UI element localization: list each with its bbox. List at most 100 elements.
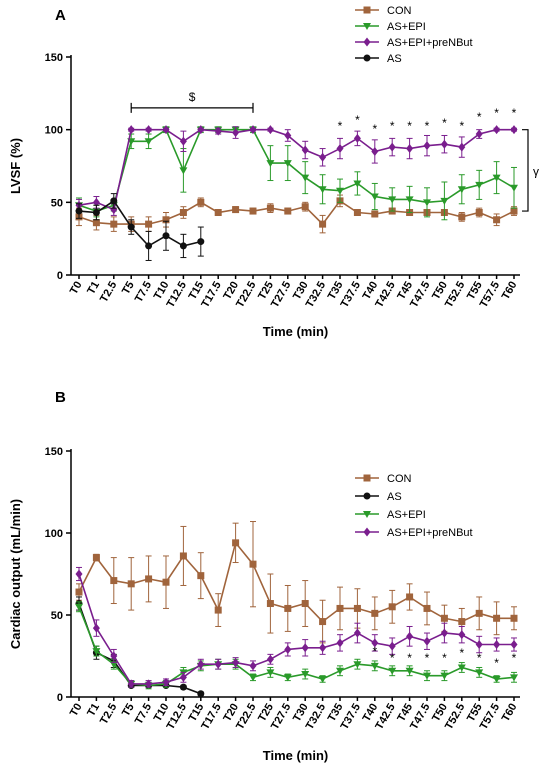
significance-star: * bbox=[407, 119, 412, 133]
y-axis-title: LVSF (%) bbox=[8, 138, 23, 194]
significance-star: * bbox=[425, 119, 430, 133]
data-point bbox=[92, 623, 100, 633]
x-tick-label: T0 bbox=[68, 702, 85, 719]
data-point bbox=[510, 614, 518, 622]
data-point bbox=[162, 232, 170, 240]
data-point bbox=[440, 197, 449, 205]
data-point bbox=[179, 136, 187, 146]
data-point bbox=[266, 654, 274, 664]
x-tick-label: T1 bbox=[85, 280, 102, 297]
data-point bbox=[458, 618, 466, 626]
series-as-epi-prenbut bbox=[75, 566, 518, 689]
significance-star: * bbox=[355, 113, 360, 127]
data-point bbox=[283, 674, 292, 682]
data-point bbox=[353, 628, 361, 638]
data-point bbox=[371, 609, 379, 617]
side-bracket bbox=[522, 129, 529, 212]
data-point bbox=[458, 142, 466, 152]
x-axis-title: Time (min) bbox=[263, 324, 329, 339]
data-point bbox=[266, 669, 275, 677]
data-point bbox=[440, 628, 448, 638]
data-point bbox=[75, 569, 83, 579]
y-axis-title: Cardiac output (mL/min) bbox=[8, 499, 23, 649]
series-con bbox=[75, 521, 518, 644]
series-line bbox=[78, 541, 514, 623]
x-tick-label: T7.5 bbox=[133, 280, 154, 305]
data-point bbox=[110, 197, 118, 205]
data-point bbox=[145, 679, 153, 689]
x-tick-label: T2.5 bbox=[98, 702, 119, 727]
data-point bbox=[510, 184, 518, 192]
legend: CON AS+EPI AS+EPI+preNBut AS bbox=[355, 5, 473, 65]
significance-star: * bbox=[494, 656, 499, 670]
y-tick-label: 100 bbox=[45, 528, 63, 540]
data-point bbox=[493, 640, 501, 650]
legend-label: CON bbox=[387, 473, 412, 485]
data-point bbox=[232, 206, 240, 214]
data-point bbox=[457, 664, 466, 672]
data-point bbox=[475, 640, 483, 650]
data-point bbox=[493, 216, 501, 224]
data-point bbox=[405, 196, 414, 204]
data-point bbox=[284, 644, 292, 654]
data-point bbox=[475, 609, 483, 617]
significance-star: * bbox=[407, 651, 412, 665]
data-point bbox=[493, 614, 501, 622]
significance-star: * bbox=[477, 651, 482, 665]
data-point bbox=[92, 209, 100, 217]
data-point bbox=[110, 651, 118, 661]
data-point bbox=[214, 606, 222, 614]
data-point bbox=[127, 125, 135, 135]
data-point bbox=[145, 242, 153, 250]
legend-label: AS+EPI bbox=[387, 509, 426, 521]
data-point bbox=[370, 193, 379, 201]
significance-star: * bbox=[442, 651, 447, 665]
data-point bbox=[493, 125, 501, 135]
y-tick-label: 50 bbox=[51, 610, 63, 622]
data-point bbox=[75, 588, 83, 596]
data-point bbox=[318, 186, 327, 194]
data-point bbox=[266, 160, 275, 168]
data-point bbox=[406, 144, 414, 154]
data-point bbox=[162, 578, 170, 586]
x-tick-label: T60 bbox=[500, 280, 520, 302]
data-point bbox=[440, 614, 448, 622]
legend-marker bbox=[363, 492, 371, 500]
data-point bbox=[353, 133, 361, 143]
data-point bbox=[214, 126, 222, 136]
data-point bbox=[249, 560, 257, 568]
data-point bbox=[318, 675, 327, 683]
data-point bbox=[319, 220, 327, 228]
data-point bbox=[371, 210, 379, 218]
data-point bbox=[319, 618, 327, 626]
data-point bbox=[353, 209, 361, 217]
series-as-epi bbox=[75, 126, 518, 221]
data-point bbox=[301, 145, 309, 155]
data-point bbox=[388, 603, 396, 611]
data-point bbox=[232, 539, 240, 547]
legend-label: AS+EPI+preNBut bbox=[387, 527, 473, 539]
data-point bbox=[232, 658, 240, 668]
significance-star: * bbox=[390, 119, 395, 133]
legend-label: AS bbox=[387, 53, 402, 65]
data-point bbox=[405, 667, 414, 675]
data-point bbox=[197, 238, 205, 246]
data-point bbox=[92, 219, 100, 227]
legend-label: CON bbox=[387, 5, 412, 17]
data-point bbox=[458, 630, 466, 640]
data-point bbox=[249, 661, 257, 671]
significance-star: * bbox=[512, 106, 517, 120]
data-point bbox=[301, 174, 310, 182]
data-point bbox=[284, 207, 292, 215]
data-point bbox=[458, 213, 466, 221]
x-tick-label: T0 bbox=[68, 280, 85, 297]
data-point bbox=[145, 125, 153, 135]
data-point bbox=[423, 141, 431, 151]
data-point bbox=[510, 125, 518, 135]
data-point bbox=[406, 593, 414, 601]
significance-star: * bbox=[459, 646, 464, 660]
y-tick-label: 150 bbox=[45, 446, 63, 458]
data-point bbox=[197, 198, 205, 206]
